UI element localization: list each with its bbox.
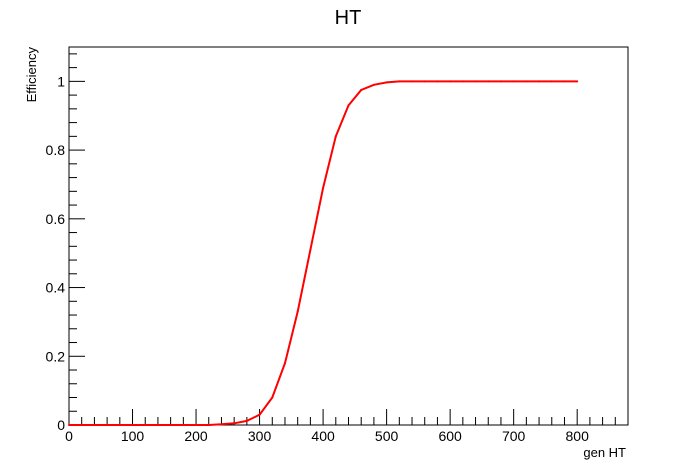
y-tick-label: 0.2: [46, 348, 66, 364]
data-point: [499, 80, 502, 83]
data-point: [525, 80, 528, 83]
data-point: [360, 88, 363, 91]
data-point: [182, 424, 185, 426]
data-point: [144, 424, 147, 426]
data-point: [563, 80, 566, 83]
chart-title: HT: [335, 7, 362, 29]
y-tick-label: 0: [57, 417, 65, 433]
y-tick-label: 1: [57, 73, 65, 89]
data-point: [271, 396, 274, 399]
data-point: [195, 424, 198, 426]
data-point: [309, 248, 312, 251]
data-point: [487, 80, 490, 83]
data-point: [283, 362, 286, 365]
x-tick-label: 500: [375, 428, 399, 444]
data-point: [131, 424, 134, 426]
data-point: [118, 424, 121, 426]
y-tick-label: 0.6: [46, 211, 66, 227]
x-axis: 0 100 200 300 400 500 600 700 800: [65, 409, 629, 444]
x-axis-label: gen HT: [583, 445, 626, 460]
data-point: [512, 80, 515, 83]
y-axis-label: Efficiency: [24, 47, 39, 103]
data-point: [207, 424, 210, 426]
data-point: [296, 310, 299, 313]
data-point: [93, 424, 96, 426]
data-point: [550, 80, 553, 83]
data-point: [245, 419, 248, 422]
x-tick-label: 800: [566, 428, 590, 444]
data-point: [538, 80, 541, 83]
data-point: [80, 424, 83, 426]
x-tick-label: 300: [248, 428, 272, 444]
x-tick-label: 0: [65, 428, 73, 444]
data-point: [68, 424, 70, 426]
data-point: [449, 80, 452, 83]
y-axis: 0 0.2 0.4 0.6 0.8 1: [46, 53, 85, 433]
data-point: [169, 424, 172, 426]
data-point: [347, 104, 350, 107]
data-point: [576, 80, 579, 83]
data-point: [372, 83, 375, 86]
data-point: [423, 80, 426, 83]
x-tick-label: 600: [438, 428, 462, 444]
data-point: [106, 424, 109, 426]
data-point: [233, 422, 236, 425]
data-point: [385, 81, 388, 84]
x-tick-label: 100: [121, 428, 145, 444]
x-tick-label: 400: [311, 428, 335, 444]
data-point: [398, 80, 401, 83]
data-point: [156, 424, 159, 426]
data-point: [322, 186, 325, 189]
y-tick-label: 0.8: [46, 142, 66, 158]
data-point: [411, 80, 414, 83]
x-tick-label: 700: [502, 428, 526, 444]
x-tick-label: 200: [184, 428, 208, 444]
data-point: [334, 135, 337, 138]
efficiency-curve: [69, 80, 578, 426]
y-tick-label: 0.4: [46, 280, 66, 296]
data-point: [436, 80, 439, 83]
data-point: [461, 80, 464, 83]
data-point: [220, 423, 223, 426]
data-point: [258, 413, 261, 416]
efficiency-points: [68, 80, 579, 426]
plot-frame: [68, 46, 629, 426]
data-point: [474, 80, 477, 83]
